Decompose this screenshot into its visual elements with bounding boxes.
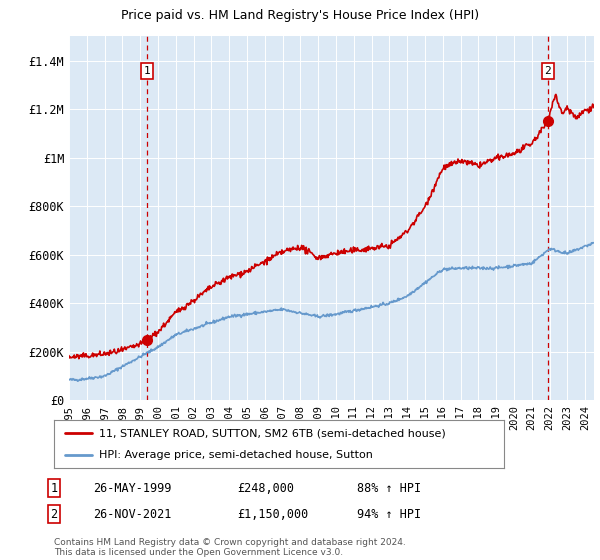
Text: HPI: Average price, semi-detached house, Sutton: HPI: Average price, semi-detached house,… bbox=[99, 450, 373, 460]
Text: Price paid vs. HM Land Registry's House Price Index (HPI): Price paid vs. HM Land Registry's House … bbox=[121, 10, 479, 22]
Text: 88% ↑ HPI: 88% ↑ HPI bbox=[357, 482, 421, 495]
Text: 26-NOV-2021: 26-NOV-2021 bbox=[93, 507, 172, 521]
Text: 2: 2 bbox=[544, 66, 551, 76]
Text: 94% ↑ HPI: 94% ↑ HPI bbox=[357, 507, 421, 521]
Text: 2: 2 bbox=[50, 507, 58, 521]
Text: 11, STANLEY ROAD, SUTTON, SM2 6TB (semi-detached house): 11, STANLEY ROAD, SUTTON, SM2 6TB (semi-… bbox=[99, 428, 446, 438]
Text: £248,000: £248,000 bbox=[237, 482, 294, 495]
Text: £1,150,000: £1,150,000 bbox=[237, 507, 308, 521]
Text: Contains HM Land Registry data © Crown copyright and database right 2024.
This d: Contains HM Land Registry data © Crown c… bbox=[54, 538, 406, 557]
Text: 1: 1 bbox=[143, 66, 151, 76]
Text: 1: 1 bbox=[50, 482, 58, 495]
Text: 26-MAY-1999: 26-MAY-1999 bbox=[93, 482, 172, 495]
